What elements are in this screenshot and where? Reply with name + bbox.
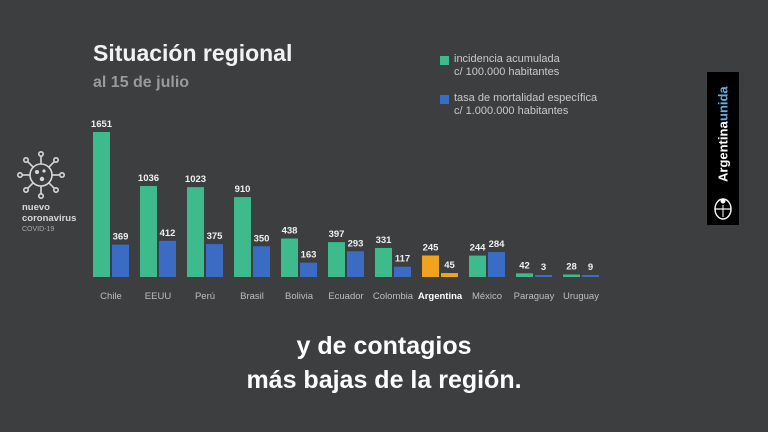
data-label: 9 bbox=[588, 262, 593, 273]
data-label: 910 bbox=[235, 184, 251, 195]
bar-mortality-méxico bbox=[488, 252, 505, 277]
bar-mortality-ecuador bbox=[347, 251, 364, 277]
data-label: 438 bbox=[282, 226, 298, 237]
bar-incidence-chile bbox=[93, 132, 110, 277]
legend-swatch-mortality bbox=[440, 95, 449, 104]
bar-incidence-uruguay bbox=[563, 274, 580, 277]
virus-badge-line2: coronavirus bbox=[22, 213, 77, 224]
bar-mortality-argentina bbox=[441, 273, 458, 277]
virus-badge-line3: COVID-19 bbox=[22, 226, 55, 233]
bar-mortality-eeuu bbox=[159, 240, 176, 277]
data-label: 3 bbox=[541, 262, 546, 273]
data-label: 1023 bbox=[185, 174, 206, 185]
data-label: 45 bbox=[444, 260, 455, 271]
data-label: 117 bbox=[395, 254, 410, 265]
data-label: 245 bbox=[423, 242, 440, 253]
virus-badge-line1: nuevo bbox=[22, 202, 50, 213]
bar-incidence-perú bbox=[187, 187, 204, 277]
data-label: 1036 bbox=[138, 173, 159, 184]
x-tick-label: Chile bbox=[100, 291, 122, 302]
chart-title: Situación regional bbox=[93, 40, 293, 66]
x-tick-label: Colombia bbox=[373, 291, 414, 302]
x-tick-label: Brasil bbox=[240, 291, 264, 302]
bar-mortality-brasil bbox=[253, 246, 270, 277]
virus-badge-text: nuevo coronavirus COVID-19 bbox=[22, 202, 76, 235]
subtitle-caption-line1: y de contagios bbox=[296, 332, 472, 360]
bar-incidence-colombia bbox=[375, 247, 392, 277]
bar-mortality-colombia bbox=[394, 266, 411, 277]
legend-sublabel: c/ 1.000.000 habitantes bbox=[454, 105, 569, 117]
data-label: 350 bbox=[254, 233, 270, 244]
x-tick-label: EEUU bbox=[145, 291, 172, 302]
bar-incidence-bolivia bbox=[281, 238, 298, 277]
x-tick-label: Ecuador bbox=[328, 291, 363, 302]
bar-mortality-paraguay bbox=[535, 275, 552, 277]
virus-icon bbox=[16, 150, 65, 199]
legend-swatch-incidence bbox=[440, 56, 449, 65]
bar-incidence-méxico bbox=[469, 255, 486, 277]
data-label: 293 bbox=[348, 238, 364, 249]
legend-sublabel: c/ 100.000 habitantes bbox=[454, 66, 560, 78]
brand-logo: Argentina unida bbox=[707, 72, 739, 225]
legend-label: tasa de mortalidad específica bbox=[454, 92, 598, 104]
x-tick-label: Paraguay bbox=[514, 291, 555, 302]
x-tick-label: Argentina bbox=[418, 291, 463, 302]
data-label: 1651 bbox=[91, 119, 113, 130]
x-tick-label: Perú bbox=[195, 291, 215, 302]
data-label: 369 bbox=[113, 232, 129, 243]
x-tick-label: Uruguay bbox=[563, 291, 599, 302]
data-label: 412 bbox=[160, 228, 176, 239]
bar-mortality-perú bbox=[206, 244, 223, 277]
bar-mortality-chile bbox=[112, 244, 129, 277]
data-label: 331 bbox=[376, 235, 393, 246]
coat-of-arms-icon bbox=[714, 198, 732, 220]
bar-incidence-argentina bbox=[422, 255, 439, 277]
bar-incidence-paraguay bbox=[516, 273, 533, 277]
data-label: 244 bbox=[470, 243, 487, 254]
bar-mortality-uruguay bbox=[582, 275, 599, 277]
bar-incidence-ecuador bbox=[328, 242, 345, 277]
legend-label: incidencia acumulada bbox=[454, 53, 560, 65]
x-tick-label: Bolivia bbox=[285, 291, 314, 302]
data-label: 42 bbox=[519, 260, 530, 271]
bar-incidence-eeuu bbox=[140, 186, 157, 277]
x-tick-label: México bbox=[472, 291, 502, 302]
data-label: 28 bbox=[566, 262, 577, 273]
subtitle-caption-line2: más bajas de la región. bbox=[246, 366, 522, 394]
bar-mortality-bolivia bbox=[300, 262, 317, 277]
bar-incidence-brasil bbox=[234, 197, 251, 277]
data-label: 397 bbox=[329, 229, 345, 240]
data-label: 375 bbox=[207, 231, 224, 242]
chart-subtitle: al 15 de julio bbox=[93, 74, 190, 91]
data-label: 163 bbox=[301, 250, 317, 261]
data-label: 284 bbox=[489, 239, 506, 250]
